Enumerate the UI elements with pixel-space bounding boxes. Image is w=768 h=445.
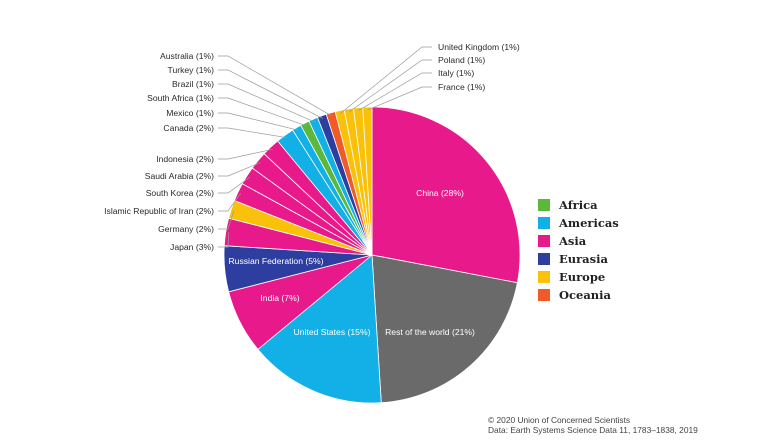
legend-label-europe: Europe: [559, 270, 606, 284]
legend-swatch-europe: [538, 271, 550, 283]
slice-label-south-africa: South Africa (1%): [147, 93, 214, 103]
legend-label-eurasia: Eurasia: [559, 252, 608, 266]
slice-label-canada: Canada (2%): [163, 123, 214, 133]
legend: Africa Americas Asia Eurasia Europe Ocea…: [538, 196, 619, 304]
slice-label-united-kingdom: United Kingdom (1%): [438, 42, 520, 52]
legend-item-africa: Africa: [538, 196, 619, 214]
copyright-text: © 2020 Union of Concerned Scientists: [488, 415, 631, 425]
slice-label-india: India (7%): [260, 293, 299, 303]
slice-label-australia: Australia (1%): [160, 51, 214, 61]
leader-line-germany: [218, 210, 235, 230]
legend-item-europe: Europe: [538, 268, 619, 286]
slice-label-turkey: Turkey (1%): [168, 65, 215, 75]
leader-line-indonesia: [218, 148, 273, 160]
slice-label-italy: Italy (1%): [438, 68, 474, 78]
leader-line-canada: [218, 127, 287, 139]
slice-label-south-korea: South Korea (2%): [146, 188, 214, 198]
leader-line-united-kingdom: [340, 46, 432, 114]
legend-swatch-africa: [538, 199, 550, 211]
leader-line-poland: [349, 59, 432, 113]
slice-label-russian-federation: Russian Federation (5%): [228, 256, 323, 266]
slice-label-saudi-arabia: Saudi Arabia (2%): [145, 171, 214, 181]
legend-item-asia: Asia: [538, 232, 619, 250]
legend-label-oceania: Oceania: [559, 288, 611, 302]
leader-line-south-korea: [218, 177, 250, 194]
leader-line-saudi-arabia: [218, 162, 261, 177]
leader-line-mexico: [218, 112, 299, 131]
legend-swatch-asia: [538, 235, 550, 247]
legend-swatch-eurasia: [538, 253, 550, 265]
slice-label-china: China (28%): [416, 188, 464, 198]
legend-item-oceania: Oceania: [538, 286, 619, 304]
slice-label-mexico: Mexico (1%): [166, 108, 214, 118]
legend-item-eurasia: Eurasia: [538, 250, 619, 268]
legend-label-americas: Americas: [559, 216, 619, 230]
data-source-text: Data: Earth Systems Science Data 11, 178…: [488, 425, 698, 435]
legend-label-asia: Asia: [559, 234, 587, 248]
leader-line-australia: [218, 55, 332, 117]
credits: © 2020 Union of Concerned Scientists Dat…: [488, 415, 698, 435]
slice-label-france: France (1%): [438, 82, 485, 92]
slice-label-germany: Germany (2%): [158, 224, 214, 234]
leader-line-islamic-republic-of-iran: [218, 193, 242, 212]
slice-label-poland: Poland (1%): [438, 55, 485, 65]
legend-swatch-oceania: [538, 289, 550, 301]
legend-swatch-americas: [538, 217, 550, 229]
leader-line-turkey: [218, 69, 324, 119]
slice-label-indonesia: Indonesia (2%): [156, 154, 214, 164]
pie-slice-france: [362, 106, 373, 256]
legend-item-americas: Americas: [538, 214, 619, 232]
pie-slice-china: [371, 106, 521, 284]
leader-line-japan: [218, 232, 230, 248]
slice-label-rest-of-the-world: Rest of the world (21%): [385, 327, 475, 337]
slice-label-japan: Japan (3%): [170, 242, 214, 252]
legend-label-africa: Africa: [559, 198, 598, 212]
leader-line-italy: [358, 72, 432, 111]
leader-line-brazil: [218, 83, 315, 123]
slice-label-united-states: United States (15%): [294, 327, 371, 337]
slice-label-islamic-republic-of-iran: Islamic Republic of Iran (2%): [104, 206, 214, 216]
slice-label-brazil: Brazil (1%): [172, 79, 214, 89]
pie-slice-united-states: [257, 254, 382, 404]
pie-slice-rest-of-the-world: [371, 254, 518, 404]
leader-line-south-africa: [218, 97, 307, 127]
leader-line-france: [367, 86, 432, 111]
